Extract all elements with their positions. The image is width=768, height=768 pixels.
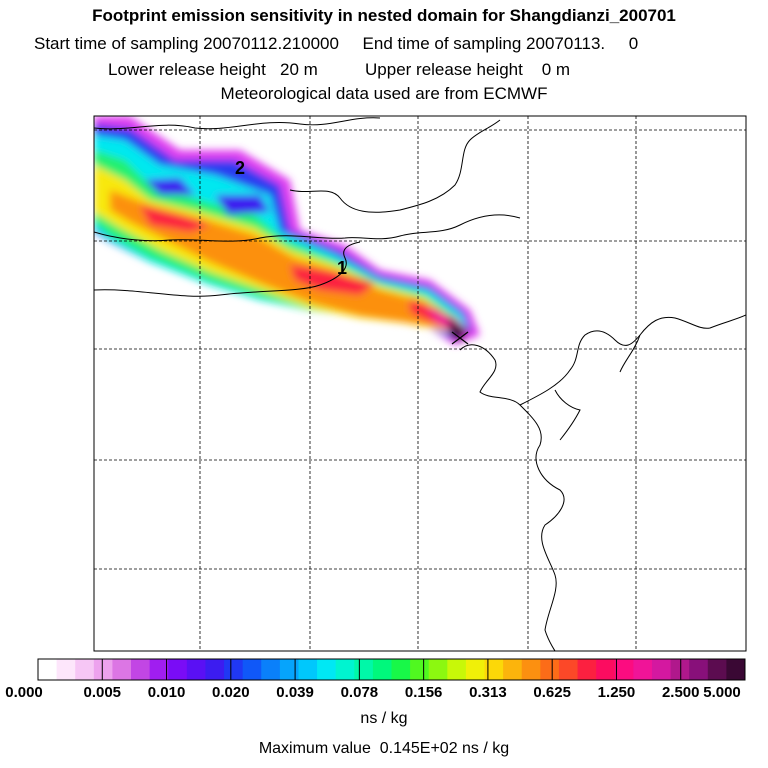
colorbar-tick-label: 0.156: [404, 684, 443, 701]
colorbar-cell: [224, 659, 244, 680]
colorbar-cell: [428, 659, 448, 680]
colorbar-cell: [651, 659, 672, 680]
colorbar-cell: [596, 659, 616, 680]
colorbar-tick-label: 0.010: [147, 684, 186, 701]
grid-lines: [94, 116, 746, 651]
colorbar-cell: [726, 659, 746, 680]
colorbar-cell: [75, 659, 95, 680]
colorbar-cell: [670, 659, 690, 680]
colorbar-cell: [186, 659, 206, 680]
colorbar-cell: [633, 659, 653, 680]
maximum-value: Maximum value 0.145E+02 ns / kg: [258, 740, 510, 757]
colorbar-cell: [205, 659, 225, 680]
colorbar-cell: [168, 659, 188, 680]
colorbar-tick-label: 1.250: [597, 684, 636, 701]
colorbar-tick-label: 5.000: [703, 684, 741, 701]
colorbar-cell: [279, 659, 299, 680]
colorbar-cell: [56, 659, 76, 680]
sampling-time-line: Start time of sampling 20070112.210000 E…: [34, 34, 639, 53]
colorbar-cell: [354, 659, 374, 680]
plume-core: [448, 318, 466, 342]
colorbar-cell: [38, 659, 58, 680]
colorbar-cell: [558, 659, 579, 680]
label-1: 1: [337, 258, 347, 278]
colorbar-tick-label: 2.500: [661, 684, 700, 701]
colorbar-cell: [317, 659, 337, 680]
coastlines: [94, 117, 746, 651]
colorbar-tick-label: 0.625: [533, 684, 571, 701]
colorbar-cell: [577, 659, 597, 680]
colorbar-cell: [335, 659, 355, 680]
colorbar-tick-label: 0.078: [340, 684, 379, 701]
colorbar-cell: [261, 659, 281, 680]
colorbar-cell: [298, 659, 318, 680]
colorbar-tick-label: 0.000: [5, 684, 43, 701]
colorbar-cell: [372, 659, 392, 680]
colorbar-cell: [484, 659, 504, 680]
meteo-source-line: Meteorological data used are from ECMWF: [220, 84, 548, 103]
map-frame: [93, 115, 747, 652]
receptor-marker: [451, 331, 469, 345]
colorbar-cell: [410, 659, 430, 680]
colorbar-cell: [614, 659, 634, 680]
colorbar-cell: [540, 659, 560, 680]
colorbar-cell: [447, 659, 467, 680]
colorbar: [37, 658, 746, 681]
colorbar-cell: [242, 659, 262, 680]
colorbar-cell: [391, 659, 411, 680]
colorbar-cell: [131, 659, 151, 680]
colorbar-cell: [689, 659, 709, 680]
plume-red: [140, 205, 450, 325]
colorbar-cell: [149, 659, 169, 680]
plume-hole-2: [145, 178, 270, 215]
release-height-line: Lower release height 20 m Upper release …: [108, 60, 571, 79]
colorbar-tick-label: 0.020: [212, 684, 250, 701]
map-title: Footprint emission sensitivity in nested…: [92, 6, 676, 25]
colorbar-cell: [707, 659, 727, 680]
colorbar-tick-label: 0.039: [276, 684, 314, 701]
colorbar-tick-label: 0.005: [83, 684, 122, 701]
label-2: 2: [235, 158, 245, 178]
colorbar-cell: [465, 659, 486, 680]
colorbar-cell: [503, 659, 523, 680]
colorbar-cell: [521, 659, 541, 680]
colorbar-cell: [112, 659, 132, 680]
colorbar-cell: [93, 659, 113, 680]
colorbar-tick-label: 0.313: [469, 684, 507, 701]
colorbar-units: ns / kg: [360, 710, 408, 727]
plume-layer: [94, 116, 480, 345]
colorbar-border: [37, 658, 746, 681]
